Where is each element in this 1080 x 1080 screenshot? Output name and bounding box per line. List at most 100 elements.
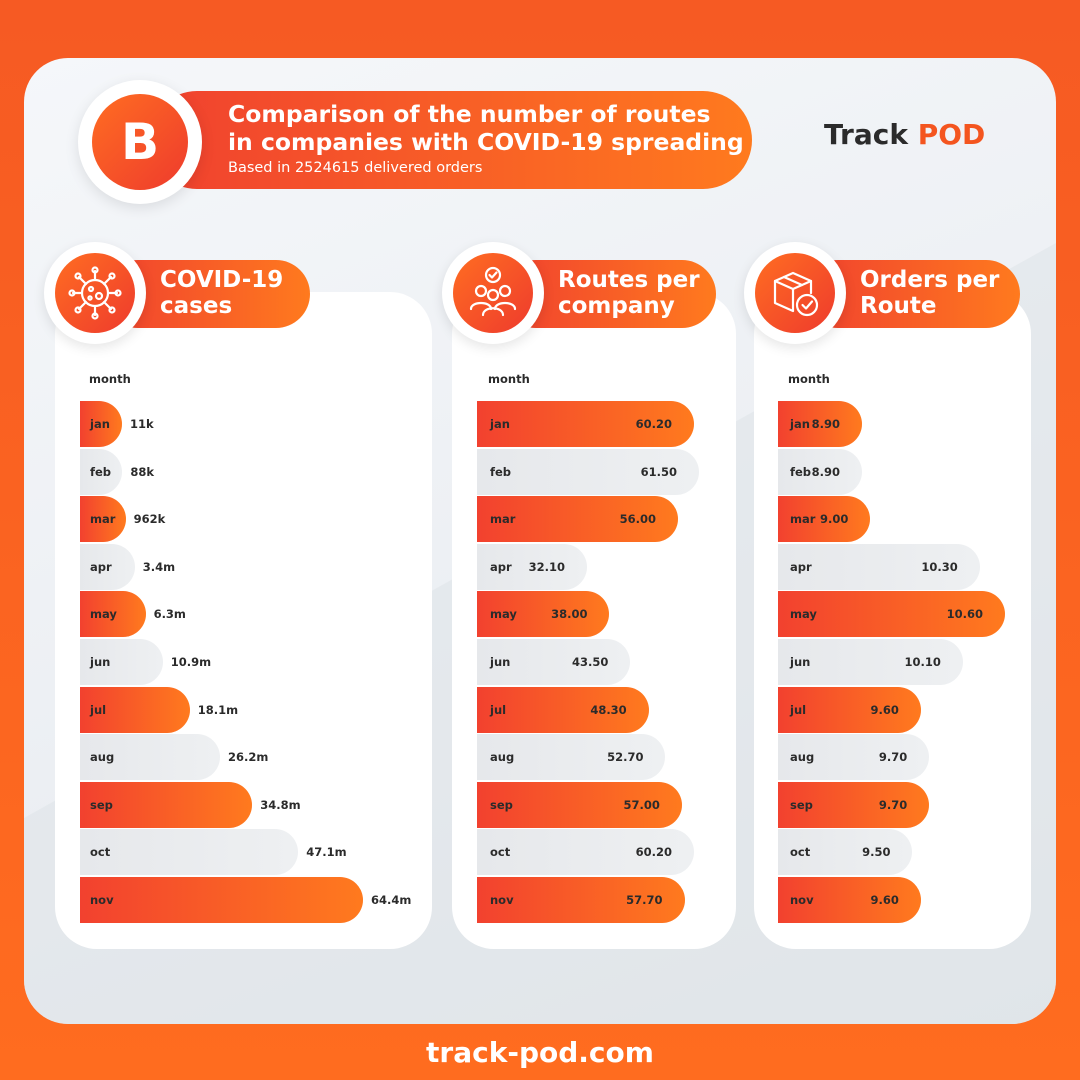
header: B Comparison of the number of routes in … <box>78 80 754 204</box>
routes-bar-nov <box>477 877 685 923</box>
orders-value-label: 9.00 <box>820 512 849 527</box>
covid-value-label: 18.1m <box>197 702 239 717</box>
covid-panel-header: COVID-19 cases <box>44 242 314 344</box>
routes-bar-jan <box>477 401 695 447</box>
orders-bar-feb <box>778 448 862 495</box>
routes-value-label: 60.20 <box>635 417 673 431</box>
orders-month-label: aug <box>790 750 815 765</box>
footer-url: track-pod.com <box>426 1036 654 1069</box>
routes-month-header: month <box>488 372 530 386</box>
covid-bar-jul <box>80 686 190 733</box>
panel-title-line-2: Route <box>860 293 937 319</box>
orders-value-label: 9.50 <box>862 845 891 860</box>
orders-value-label: 9.60 <box>870 702 899 717</box>
covid-bar-nov <box>80 877 363 923</box>
covid-value-label: 34.8m <box>260 797 301 812</box>
covid-value-label: 10.9m <box>170 655 212 669</box>
covid-bar-jan <box>80 401 123 447</box>
badge-ring: B <box>78 80 202 204</box>
panel-title-line-1: Routes per <box>558 267 700 293</box>
routes-bar-feb <box>477 448 699 495</box>
covid-month-label: aug <box>90 750 115 765</box>
covid-value-label: 6.3m <box>153 607 186 622</box>
orders-bar-apr <box>778 543 980 590</box>
routes-value-label: 57.00 <box>623 797 660 812</box>
covid-bar-oct <box>80 829 299 876</box>
orders-month-label: nov <box>790 893 814 907</box>
covid-bar-may <box>80 591 146 638</box>
covid-month-label: mar <box>90 512 116 527</box>
covid-bar-aug <box>80 734 221 781</box>
routes-bar-aug <box>477 734 666 781</box>
routes-month-label: aug <box>490 750 515 765</box>
brand-track: Track <box>824 118 908 151</box>
orders-value-label: 8.90 <box>811 464 840 479</box>
routes-panel-title: Routes per company <box>558 267 700 319</box>
routes-month-label: jan <box>490 417 510 431</box>
covid-value-label: 88k <box>130 464 154 479</box>
page-subtitle: Based in 2524615 delivered orders <box>228 160 483 176</box>
covid-value-label: 47.1m <box>306 845 347 860</box>
package-icon <box>755 253 835 333</box>
routes-bar-jun <box>477 639 631 685</box>
covid-month-label: nov <box>90 893 114 907</box>
header-pill <box>148 91 752 189</box>
orders-bar-sep <box>778 781 930 828</box>
routes-value-label: 61.50 <box>640 464 677 479</box>
routes-value-label: 56.00 <box>619 512 657 527</box>
covid-bar-feb <box>80 448 123 495</box>
orders-value-label: 9.70 <box>878 750 908 765</box>
orders-panel-header: Orders per Route <box>744 242 1024 344</box>
orders-month-header: month <box>788 372 830 386</box>
panel-title-line-1: Orders per <box>860 267 1000 293</box>
routes-month-label: apr <box>490 559 512 574</box>
routes-month-label: jul <box>490 702 507 717</box>
covid-value-label: 3.4m <box>142 559 176 574</box>
orders-bar-aug <box>778 734 930 781</box>
covid-month-label: oct <box>90 845 111 860</box>
orders-bar-nov <box>778 877 921 923</box>
orders-bar-may <box>778 591 1005 638</box>
orders-month-label: mar <box>790 512 816 527</box>
title-line-1: Comparison of the number of routes <box>228 100 711 128</box>
routes-value-label: 60.20 <box>635 845 673 860</box>
orders-month-label: jul <box>790 702 807 717</box>
covid-month-label: jul <box>90 702 107 717</box>
routes-bar-apr <box>477 543 587 590</box>
routes-bar-jul <box>477 686 649 733</box>
routes-panel-header: Routes per company <box>442 242 722 344</box>
panel-icon-ring <box>44 242 146 344</box>
covid-value-label: 962k <box>133 512 166 527</box>
routes-value-label: 52.70 <box>607 750 644 765</box>
routes-month-label: may <box>490 607 517 622</box>
routes-month-label: nov <box>490 893 514 907</box>
covid-month-label: feb <box>90 464 112 479</box>
brand-pod: POD <box>917 118 986 151</box>
routes-value-label: 57.70 <box>626 893 663 907</box>
orders-bar-jul <box>778 686 921 733</box>
covid-bar-mar <box>80 496 126 543</box>
page-title: Comparison of the number of routes in co… <box>228 100 748 156</box>
routes-bar-sep <box>477 781 682 828</box>
routes-value-label: 48.30 <box>590 702 627 717</box>
covid-month-label: jan <box>90 417 110 431</box>
routes-bar-mar <box>477 496 679 543</box>
routes-value-label: 38.00 <box>551 607 588 622</box>
orders-value-label: 10.60 <box>946 607 983 622</box>
panel-icon-ring <box>442 242 544 344</box>
orders-value-label: 8.90 <box>811 417 840 431</box>
orders-month-label: jan <box>790 417 810 431</box>
orders-month-label: may <box>790 607 817 622</box>
panel-title-line-1: COVID-19 <box>160 267 284 293</box>
routes-month-label: feb <box>490 464 512 479</box>
covid-value-label: 26.2m <box>228 750 269 765</box>
routes-month-label: jun <box>490 655 511 669</box>
title-line-2: in companies with COVID-19 spreading <box>228 128 744 156</box>
orders-value-label: 9.60 <box>870 893 899 907</box>
orders-bar-oct <box>778 829 913 876</box>
orders-month-label: apr <box>790 559 812 574</box>
covid-value-label: 11k <box>130 417 154 431</box>
orders-value-label: 9.70 <box>878 797 908 812</box>
orders-month-label: feb <box>790 464 812 479</box>
orders-panel-title: Orders per Route <box>860 267 999 319</box>
